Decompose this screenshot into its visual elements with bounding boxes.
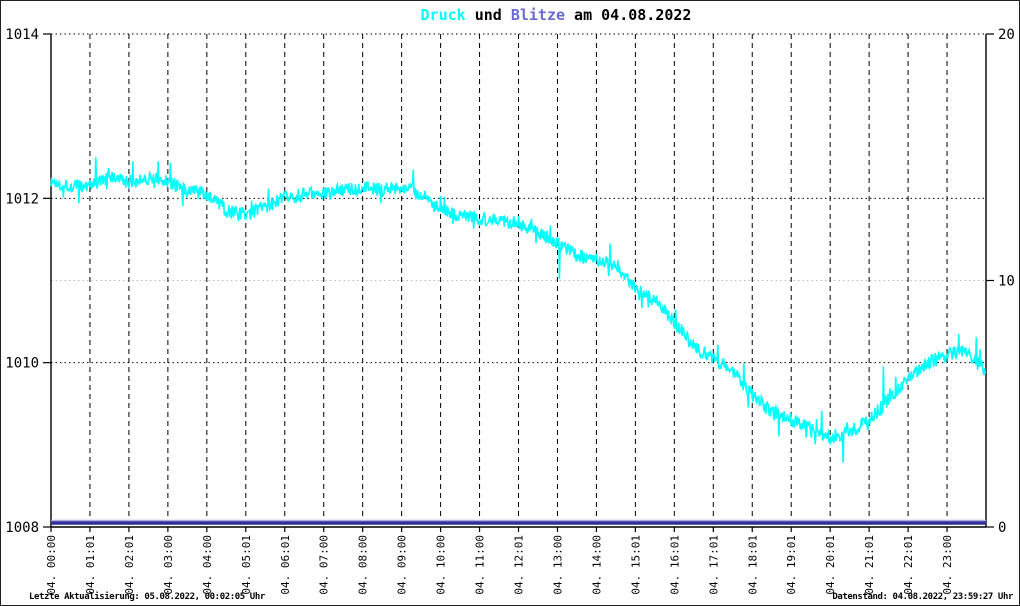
x-tick-label: 04. 01:01 [84,535,97,595]
x-tick-label: 04. 11:00 [474,535,487,595]
last-update-text: Letzte Aktualisierung: 05.08.2022, 00:02… [29,591,266,602]
chart-title-part: Blitze [511,6,565,24]
data-timestamp-text: Datenstand: 04.08.2022, 23:59:27 Uhr [832,592,1014,602]
x-tick-label: 04. 16:01 [668,535,681,595]
x-tick-label: 04. 17:01 [707,535,720,595]
chart-title-part: am 04.08.2022 [565,6,691,24]
chart-title: Druck und Blitze am 04.08.2022 [421,6,692,24]
x-tick-label: 04. 06:01 [279,535,292,595]
x-tick-label: 04. 00:00 [45,535,58,595]
y-right-tick-label: 10 [998,274,1015,290]
x-tick-label: 04. 15:01 [629,535,642,595]
y-left-tick-label: 1014 [5,27,39,43]
x-tick-label: 04. 23:00 [941,535,954,595]
chart-title-part: und [466,6,511,24]
x-tick-label: 04. 09:00 [396,535,409,595]
x-tick-label: 04. 08:00 [357,535,370,595]
x-tick-label: 04. 22:01 [902,535,915,595]
x-tick-label: 04. 19:01 [785,535,798,595]
x-tick-label: 04. 13:00 [551,535,564,595]
pressure-series-line [50,157,987,463]
x-tick-label: 04. 20:01 [824,535,837,595]
x-tick-label: 04. 10:00 [435,535,448,595]
x-tick-label: 04. 14:00 [590,535,603,595]
y-right-tick-label: 0 [998,520,1006,536]
y-left-tick-label: 1012 [5,191,39,207]
x-tick-label: 04. 04:00 [201,535,214,595]
x-tick-label: 04. 18:01 [746,535,759,595]
x-tick-label: 04. 21:01 [863,535,876,595]
y-right-tick-label: 20 [998,27,1015,43]
x-tick-label: 04. 07:00 [318,535,331,595]
x-tick-label: 04. 02:01 [123,535,136,595]
x-tick-label: 04. 12:01 [513,535,526,595]
x-tick-label: 04. 03:00 [162,535,175,595]
chart-title-part: Druck [421,6,466,24]
x-tick-label: 04. 05:01 [240,535,253,595]
y-left-tick-label: 1008 [5,520,39,536]
y-left-tick-label: 1010 [5,356,39,372]
